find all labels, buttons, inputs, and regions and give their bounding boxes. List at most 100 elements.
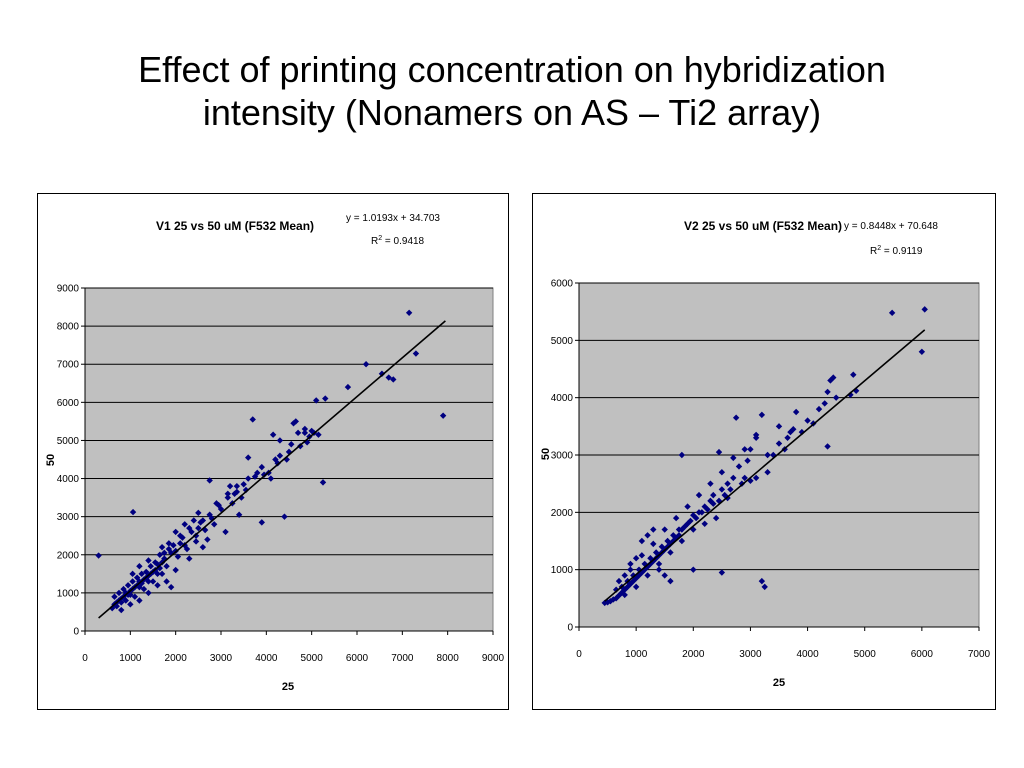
data-point: [260, 471, 268, 478]
data-point: [224, 494, 231, 501]
data-point: [251, 473, 259, 480]
data-point: [181, 521, 188, 528]
data-point: [635, 566, 643, 573]
data-point: [824, 443, 831, 450]
x-tick-label: 8000: [437, 653, 460, 664]
data-point: [747, 446, 754, 453]
data-point: [190, 517, 197, 524]
data-point: [172, 528, 179, 536]
x-tick-label: 7000: [968, 649, 991, 660]
x-tick-label: 3000: [739, 649, 762, 660]
data-point: [288, 441, 295, 448]
trendline: [98, 320, 446, 619]
data-point: [183, 545, 191, 553]
data-point: [245, 454, 252, 461]
data-point: [242, 486, 250, 494]
x-tick-label: 0: [576, 649, 582, 660]
x-tick-label: 2000: [682, 649, 705, 660]
y-axis-label: 50: [45, 454, 57, 466]
data-point: [240, 481, 247, 488]
data-point: [174, 553, 182, 560]
data-point: [129, 578, 136, 585]
data-point: [122, 589, 129, 597]
data-point: [294, 429, 302, 437]
x-tick-label: 9000: [482, 653, 505, 664]
x-axis-label: 25: [773, 677, 785, 689]
data-point: [204, 536, 211, 543]
y-tick-label: 1000: [551, 565, 574, 576]
y-tick-label: 5000: [57, 436, 80, 447]
data-point: [405, 309, 413, 316]
data-point: [249, 416, 256, 423]
data-point: [233, 488, 241, 496]
data-point: [258, 463, 265, 471]
data-point: [226, 482, 234, 490]
data-point: [850, 371, 857, 378]
x-tick-label: 5000: [301, 653, 324, 664]
x-tick-label: 3000: [210, 653, 233, 664]
x-axis-label: 25: [282, 681, 294, 693]
x-tick-label: 0: [82, 653, 88, 664]
y-axis-label: 50: [540, 448, 552, 460]
y-tick-label: 8000: [57, 322, 80, 333]
data-point: [675, 526, 683, 533]
data-point: [319, 479, 327, 486]
data-point: [276, 452, 284, 459]
y-tick-label: 2000: [57, 550, 80, 561]
y-tick-label: 5000: [551, 336, 574, 347]
data-point: [804, 417, 811, 424]
data-point: [149, 578, 157, 585]
x-tick-label: 1000: [625, 649, 648, 660]
data-point: [113, 603, 120, 610]
x-tick-label: 4000: [255, 653, 278, 664]
chart-v2-frame: V2 25 vs 50 uM (F532 Mean) y = 0.8448x +…: [532, 193, 996, 710]
chart-v1: V1 25 vs 50 uM (F532 Mean) y = 1.0193x +…: [45, 213, 505, 693]
y-tick-label: 7000: [57, 360, 80, 371]
x-tick-label: 6000: [911, 649, 934, 660]
x-tick-label: 5000: [854, 649, 877, 660]
data-point: [201, 526, 209, 534]
data-point: [695, 491, 703, 499]
chart-title: V2 25 vs 50 uM (F532 Mean): [684, 219, 842, 233]
y-tick-label: 3000: [57, 512, 80, 523]
data-point: [179, 534, 186, 541]
y-tick-label: 6000: [57, 398, 80, 409]
chart-v2: V2 25 vs 50 uM (F532 Mean) y = 0.8448x +…: [540, 219, 991, 689]
data-point: [827, 377, 834, 384]
chart-v1-frame: V1 25 vs 50 uM (F532 Mean) y = 1.0193x +…: [37, 193, 509, 710]
x-tick-label: 4000: [796, 649, 819, 660]
data-point: [283, 456, 290, 463]
data-point: [276, 437, 284, 444]
data-point: [638, 537, 646, 545]
data-point: [235, 511, 243, 518]
data-point: [233, 482, 241, 490]
data-point: [186, 555, 193, 562]
x-tick-label: 2000: [165, 653, 188, 664]
data-point: [301, 429, 309, 437]
data-point: [678, 537, 686, 545]
data-point: [652, 549, 660, 556]
data-point: [172, 566, 179, 574]
data-point: [122, 597, 129, 604]
chart-title: V1 25 vs 50 uM (F532 Mean): [156, 219, 314, 233]
data-point: [152, 559, 159, 566]
data-point: [195, 524, 202, 532]
x-tick-label: 1000: [119, 653, 142, 664]
plot-area: 0 1000 2000 3000 4000 5000 6000 7000 8000 9000 0 10…: [57, 284, 505, 665]
data-point: [815, 405, 823, 413]
data-point: [764, 451, 771, 459]
x-tick-label: 6000: [346, 653, 369, 664]
data-point: [718, 569, 726, 576]
data-point: [224, 490, 231, 497]
data-point: [627, 580, 634, 588]
data-point: [163, 578, 170, 585]
data-point: [378, 370, 386, 377]
y-tick-label: 1000: [57, 588, 80, 599]
data-point: [362, 361, 370, 368]
data-point: [664, 537, 671, 545]
data-point: [258, 519, 265, 526]
data-point: [140, 585, 148, 593]
r-squared-label: R2 = 0.9418: [371, 235, 425, 247]
data-point: [344, 383, 352, 391]
trendline-equation: y = 0.8448x + 70.648: [844, 221, 938, 232]
